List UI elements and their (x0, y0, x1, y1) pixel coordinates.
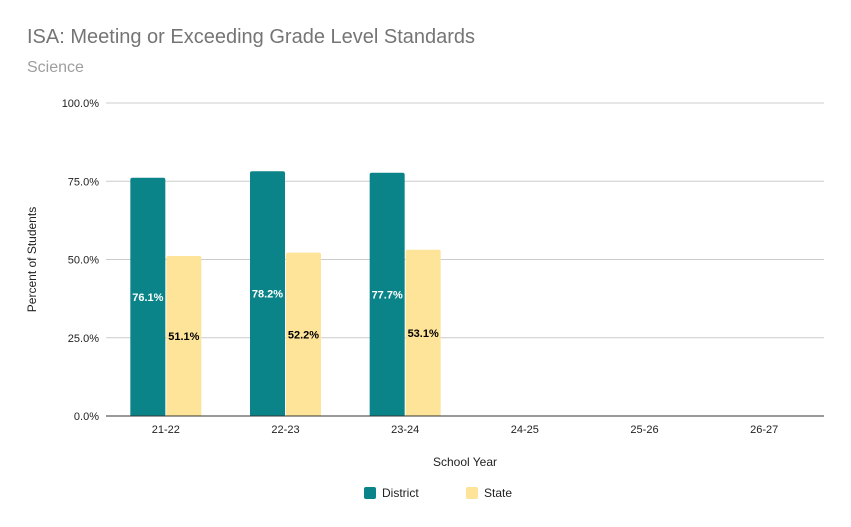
legend-label: District (382, 486, 419, 500)
legend-swatch (364, 487, 376, 499)
data-label: 78.2% (252, 289, 283, 301)
data-label: 76.1% (132, 292, 163, 304)
legend-label: State (484, 486, 512, 500)
bar-district (369, 172, 405, 416)
bar-state (286, 252, 321, 416)
x-tick-label: 23-24 (391, 424, 419, 436)
legend-swatch (466, 487, 478, 499)
bar-district (250, 171, 285, 416)
chart-title: ISA: Meeting or Exceeding Grade Level St… (27, 26, 476, 48)
data-label: 51.1% (168, 331, 199, 343)
y-tick-label: 100.0% (62, 98, 100, 110)
bar-district (130, 177, 166, 416)
y-axis-ticks: 0.0% 25.0% 50.0% 75.0% 100.0% (62, 98, 100, 423)
data-label: 53.1% (408, 328, 439, 340)
legend-item-district: District (364, 486, 419, 500)
x-tick-label: 26-27 (750, 424, 778, 436)
x-tick-label: 25-26 (630, 424, 658, 436)
y-tick-label: 25.0% (68, 333, 99, 345)
bars (130, 171, 441, 416)
x-tick-label: 24-25 (511, 424, 539, 436)
x-tick-label: 21-22 (152, 424, 180, 436)
legend-item-state: State (466, 486, 512, 500)
y-tick-label: 75.0% (68, 176, 99, 188)
bar-state (405, 249, 441, 416)
legend: District State (364, 486, 512, 500)
x-axis-label: School Year (433, 455, 497, 469)
gridlines (106, 102, 824, 339)
y-axis-label: Percent of Students (25, 207, 39, 312)
data-labels: 76.1% 51.1% 78.2% 52.2% 77.7% 53.1% (132, 289, 439, 343)
x-axis-ticks: 21-22 22-23 23-24 24-25 25-26 26-27 (152, 424, 778, 436)
chart-subtitle: Science (27, 59, 84, 76)
data-label: 77.7% (372, 289, 403, 301)
x-tick-label: 22-23 (271, 424, 299, 436)
bar-state (166, 256, 202, 416)
y-tick-label: 0.0% (74, 411, 99, 423)
data-label: 52.2% (288, 329, 319, 341)
y-tick-label: 50.0% (68, 255, 99, 267)
